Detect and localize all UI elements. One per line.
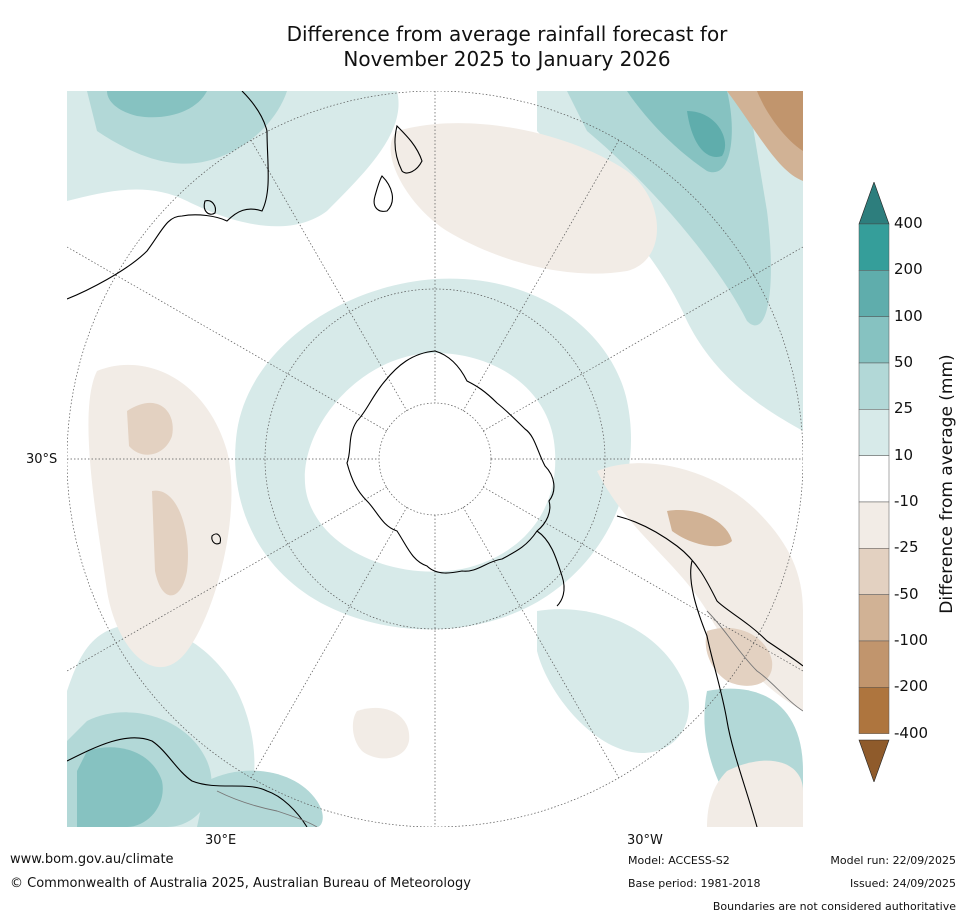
colorbar-cell — [858, 594, 890, 642]
footer-disclaimer: Boundaries are not considered authoritat… — [712, 900, 956, 913]
anomaly-wet-northeast-4 — [687, 111, 726, 157]
anomaly-dry-atlantic — [707, 760, 803, 827]
footer-issued: Issued: 24/09/2025 — [849, 877, 956, 890]
coastlines — [67, 91, 803, 827]
colorbar-cell — [858, 455, 890, 503]
colorbar-tick-label: -10 — [894, 491, 919, 510]
coastline-south-america — [616, 515, 803, 667]
anomaly-dry-pacific-light — [390, 123, 657, 274]
coastline-new-zealand-south — [373, 175, 393, 212]
coastline-tasmania — [203, 200, 216, 215]
coastline-africa — [67, 737, 308, 827]
colorbar-cell — [858, 548, 890, 595]
anomaly-dry-south-america-3 — [667, 510, 732, 547]
colorbar-cell — [858, 409, 890, 456]
country-borders — [216, 610, 803, 827]
colorbar-cell — [858, 501, 890, 549]
colorbar-cell — [858, 270, 890, 317]
polar-map — [67, 91, 803, 827]
colorbar-tick-label: 50 — [894, 352, 914, 371]
coastline-madagascar — [211, 533, 221, 545]
colorbar-top-extension — [858, 181, 890, 225]
footer-copyright: © Commonwealth of Australia 2025, Austra… — [10, 876, 471, 891]
colorbar-bottom-extension — [858, 739, 890, 783]
colorbar-cell — [858, 362, 890, 410]
colorbar-tick-label: 200 — [894, 260, 923, 279]
colorbar-tick-label: -200 — [894, 677, 929, 696]
colorbar-scale — [858, 181, 890, 783]
footer-url[interactable]: www.bom.gov.au/climate — [10, 852, 174, 867]
polar-map-canvas — [67, 91, 803, 827]
anomaly-wet-ring — [235, 278, 632, 630]
latitude-circle-60s — [264, 288, 606, 630]
colorbar-cell — [858, 223, 890, 271]
colorbar-cell — [858, 316, 890, 364]
anomaly-dry-south-america-2 — [705, 627, 773, 686]
colorbar-title: Difference from average (mm) — [937, 354, 957, 614]
coastline-antarctic-peninsula — [536, 530, 565, 607]
lon-label-30w: 30°W — [627, 833, 663, 848]
colorbar-tick-label: -25 — [894, 538, 919, 557]
coastline-australia — [67, 91, 269, 300]
lat-label-30s: 30°S — [26, 452, 58, 467]
border-south-america — [706, 610, 803, 712]
lon-label-30e: 30°E — [205, 833, 237, 848]
anomaly-wet-south-australia — [197, 770, 323, 827]
coastline-antarctica — [346, 350, 555, 574]
colorbar-tick-label: -400 — [894, 723, 929, 742]
anomaly-wet-north-3 — [107, 91, 207, 118]
footer-model-run: Model run: 22/09/2025 — [830, 854, 956, 867]
colorbar-tick-label: -50 — [894, 584, 919, 603]
colorbar-cell — [858, 640, 890, 688]
anomaly-dry-southern-ocean — [352, 707, 410, 759]
colorbar-tick-label: 100 — [894, 306, 923, 325]
title-line-1: Difference from average rainfall forecas… — [286, 22, 728, 46]
coastline-new-zealand-north — [394, 124, 423, 174]
anomaly-wet-southwest-3 — [77, 747, 163, 827]
map-title: Difference from average rainfall forecas… — [0, 22, 965, 72]
colorbar-tick-label: 400 — [894, 214, 923, 232]
anomaly-dry-northeast-corner-2 — [757, 91, 803, 151]
anomaly-dry-indian-3 — [152, 490, 188, 596]
footer-model: Model: ACCESS-S2 — [628, 854, 730, 867]
colorbar-tick-label: 25 — [894, 399, 914, 418]
anomaly-wet-southeast — [537, 609, 689, 753]
border-africa — [216, 790, 318, 827]
footer-base-period: Base period: 1981-2018 — [628, 877, 761, 890]
colorbar — [858, 181, 892, 786]
coastline-south-america-south — [690, 560, 758, 827]
colorbar-tick-label: -100 — [894, 630, 929, 649]
title-line-2: November 2025 to January 2026 — [343, 47, 671, 71]
colorbar-tick-label: 10 — [894, 445, 914, 464]
colorbar-cell — [858, 687, 890, 734]
anomaly-dry-indian-2 — [127, 402, 173, 455]
